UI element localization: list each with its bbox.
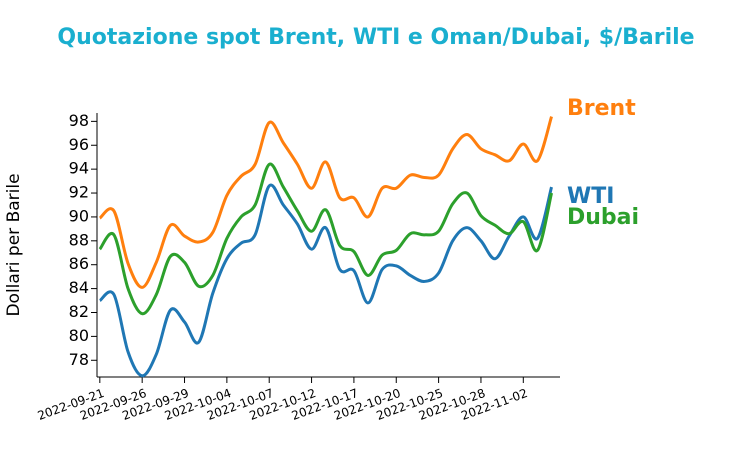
y-tick-label: 86 — [69, 254, 89, 273]
series-line — [98, 116, 553, 289]
y-tick-label: 98 — [69, 111, 89, 130]
series-label: Brent — [567, 96, 636, 121]
y-tick-label: 94 — [69, 159, 89, 178]
chart-title: Quotazione spot Brent, WTI e Oman/Dubai,… — [57, 25, 694, 50]
series-label: Dubai — [567, 205, 639, 230]
y-tick-label: 84 — [69, 278, 89, 297]
y-tick-label: 92 — [69, 183, 89, 202]
y-tick-label: 88 — [69, 230, 89, 249]
series-line — [98, 162, 553, 316]
y-axis-label: Dollari per Barile — [4, 173, 24, 316]
y-tick-label: 80 — [69, 326, 89, 345]
y-tick-label: 96 — [69, 135, 89, 154]
series-label: WTI — [567, 184, 614, 209]
y-tick-label: 82 — [69, 302, 89, 321]
y-tick-label: 78 — [69, 350, 89, 369]
y-tick-label: 90 — [69, 206, 89, 225]
series-line — [98, 183, 553, 378]
